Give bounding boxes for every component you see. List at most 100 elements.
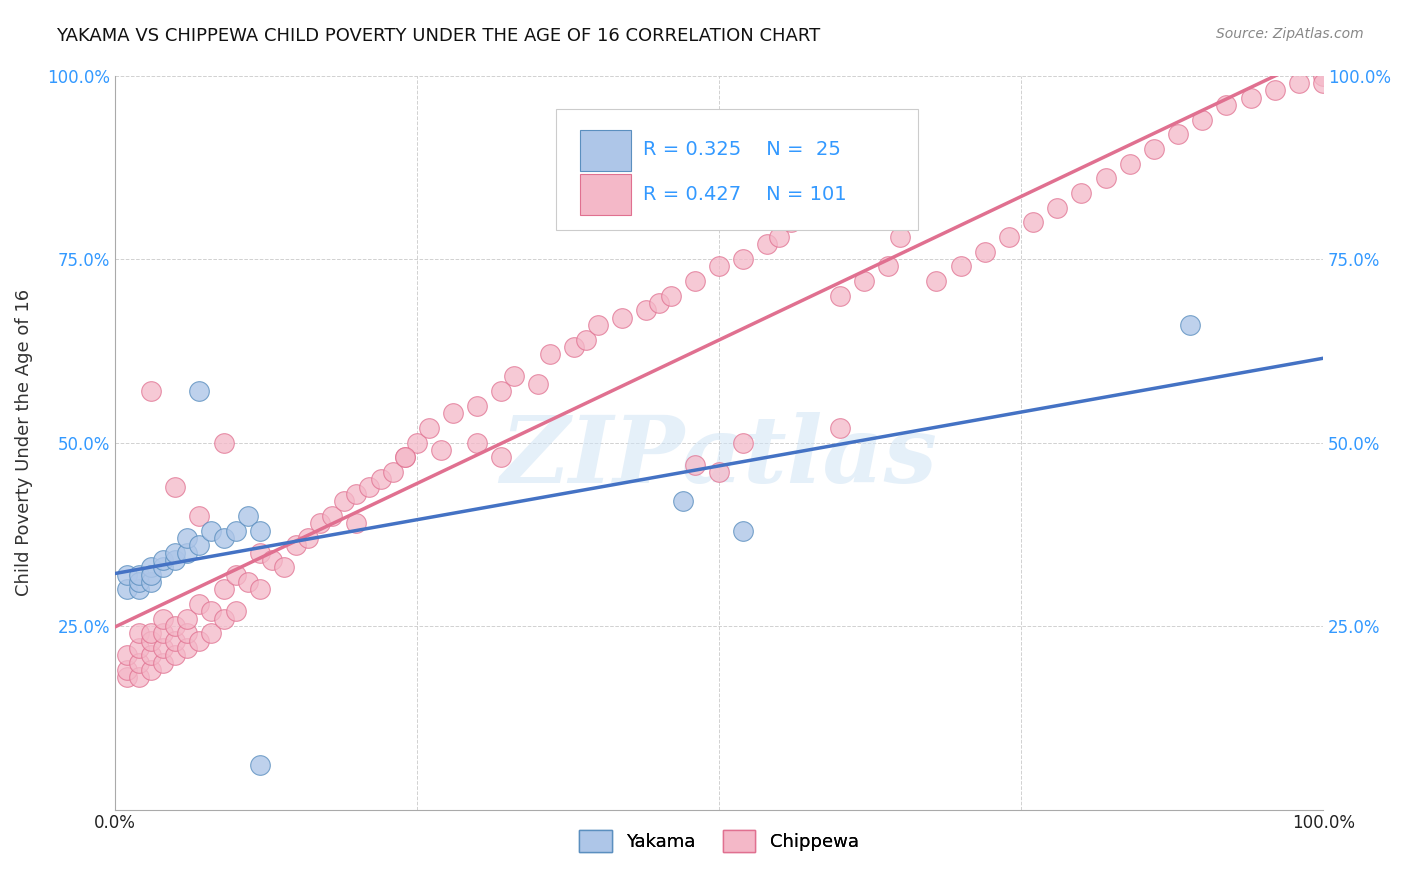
Point [165, 619, 187, 633]
Point [188, 508, 211, 523]
Point [128, 656, 150, 670]
Point [538, 347, 561, 361]
Point [1288, 76, 1310, 90]
Point [998, 230, 1021, 244]
Point [200, 626, 222, 640]
Point [188, 597, 211, 611]
Point [418, 421, 440, 435]
Point [152, 553, 174, 567]
Point [780, 215, 803, 229]
Point [176, 641, 198, 656]
Point [297, 531, 319, 545]
Point [188, 633, 211, 648]
Point [949, 260, 972, 274]
Point [491, 384, 513, 399]
Point [441, 406, 464, 420]
Point [575, 333, 598, 347]
Point [405, 435, 427, 450]
Point [1119, 156, 1142, 170]
Point [176, 612, 198, 626]
FancyBboxPatch shape [581, 130, 631, 171]
Point [139, 574, 162, 589]
Point [877, 260, 900, 274]
Point [165, 553, 187, 567]
Point [152, 626, 174, 640]
Point [1180, 318, 1202, 332]
Point [115, 663, 138, 677]
Point [139, 384, 162, 399]
Point [804, 201, 827, 215]
Point [225, 604, 247, 618]
Point [1070, 186, 1092, 200]
Point [394, 450, 416, 465]
Point [128, 567, 150, 582]
Point [733, 524, 755, 538]
Point [1022, 215, 1045, 229]
Point [394, 450, 416, 465]
Point [128, 641, 150, 656]
Point [165, 633, 187, 648]
Point [165, 479, 187, 493]
Point [285, 538, 308, 552]
Point [647, 296, 669, 310]
Point [828, 289, 851, 303]
Point [249, 524, 271, 538]
Point [236, 574, 259, 589]
Point [200, 604, 222, 618]
Point [225, 524, 247, 538]
Point [165, 648, 187, 663]
Point [562, 340, 585, 354]
Point [707, 465, 730, 479]
Point [1264, 83, 1286, 97]
Point [526, 376, 548, 391]
Point [491, 450, 513, 465]
Point [1167, 127, 1189, 141]
Point [128, 670, 150, 684]
Point [309, 516, 332, 531]
Point [152, 641, 174, 656]
Point [188, 538, 211, 552]
Point [381, 465, 404, 479]
Point [139, 633, 162, 648]
Point [249, 582, 271, 597]
Point [152, 612, 174, 626]
Point [465, 435, 488, 450]
Point [659, 289, 682, 303]
Point [139, 626, 162, 640]
Point [200, 524, 222, 538]
Text: ZIPatlas: ZIPatlas [501, 412, 938, 502]
Point [1143, 142, 1166, 156]
Point [249, 758, 271, 772]
Point [139, 663, 162, 677]
Point [139, 560, 162, 574]
Point [249, 546, 271, 560]
Point [321, 508, 343, 523]
Point [828, 421, 851, 435]
Point [889, 230, 911, 244]
Point [115, 567, 138, 582]
Point [672, 494, 695, 508]
Point [1094, 171, 1116, 186]
Point [115, 648, 138, 663]
Point [212, 435, 235, 450]
Point [176, 546, 198, 560]
Point [1312, 76, 1334, 90]
Text: Source: ZipAtlas.com: Source: ZipAtlas.com [1216, 27, 1364, 41]
Point [925, 274, 948, 288]
Point [612, 310, 634, 325]
Point [733, 252, 755, 266]
Point [212, 612, 235, 626]
Y-axis label: Child Poverty Under the Age of 16: Child Poverty Under the Age of 16 [15, 289, 32, 596]
Point [333, 494, 356, 508]
Point [756, 237, 779, 252]
Point [636, 303, 658, 318]
Point [176, 531, 198, 545]
Point [260, 553, 283, 567]
Point [357, 479, 380, 493]
Point [115, 582, 138, 597]
Point [683, 274, 706, 288]
Point [188, 384, 211, 399]
Point [465, 399, 488, 413]
Point [152, 656, 174, 670]
Point [502, 369, 524, 384]
